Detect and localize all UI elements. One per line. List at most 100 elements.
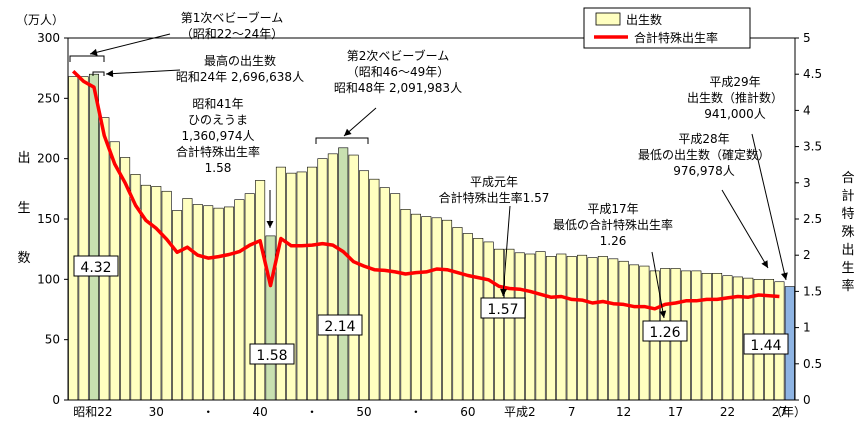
birth-bar [296, 171, 307, 401]
x-unit-label: （年） [770, 405, 806, 419]
left-axis-title-char: 出 [17, 151, 30, 166]
value-box-label: 2.14 [324, 319, 355, 335]
birth-bar [161, 190, 172, 401]
birth-bar [556, 253, 567, 401]
right-axis-title-char: 特 [841, 207, 854, 222]
x-tick-label: 22 [720, 405, 735, 419]
right-tick-label: 3 [803, 176, 811, 190]
birth-bar [618, 260, 629, 401]
annotation-arrow-line [751, 133, 787, 281]
annotation-text: 第1次ベビーブーム [181, 10, 284, 25]
x-tick-label: 50 [356, 405, 371, 419]
x-tick-label: 平成2 [504, 405, 536, 419]
annotation-text: 平成17年 [587, 202, 638, 216]
left-axis-title-char: 生 [17, 201, 30, 216]
birth-bar [68, 76, 79, 401]
value-box [73, 255, 119, 277]
right-axis-title-char: 計 [841, 188, 854, 204]
birth-bar [265, 235, 276, 401]
birth-bar [338, 147, 349, 401]
annotation-text: 第2次ベビーブーム [347, 48, 450, 63]
birth-bar [566, 256, 577, 401]
birth-bar [255, 180, 266, 401]
right-tick-label: 4.5 [803, 67, 822, 81]
birth-bar [151, 186, 162, 401]
birth-bar [192, 204, 203, 401]
birth-bar [223, 206, 234, 401]
birth-bar [722, 275, 733, 401]
right-tick-label: 1 [803, 321, 811, 335]
bars-layer [68, 73, 795, 401]
annotation-text: 1,360,974人 [181, 129, 254, 143]
annotation-text: 最低の合計特殊出生率 [553, 217, 673, 232]
birth-bar [327, 153, 338, 401]
annotation-arrowhead [761, 260, 768, 268]
left-tick-label: 150 [37, 212, 60, 226]
birth-bar [390, 193, 401, 401]
x-tick-label: 40 [252, 405, 267, 419]
birth-bar [317, 158, 328, 401]
birth-bar [203, 205, 214, 401]
right-tick-label: 3.5 [803, 140, 822, 154]
right-tick-label: 5 [803, 31, 811, 45]
x-tick-label: 17 [668, 405, 683, 419]
left-tick-label: 200 [37, 152, 60, 166]
birth-bar [597, 256, 608, 401]
x-tick-label: ・ [202, 405, 214, 419]
annotation-text: 合計特殊出生率1.57 [439, 190, 550, 205]
annotation-arrow-line [502, 205, 511, 297]
annotation-arrow-line [721, 189, 769, 269]
birth-bar [172, 210, 183, 401]
bracket-max [92, 71, 105, 76]
left-tick-label: 100 [37, 272, 60, 286]
birth-bar [608, 258, 619, 401]
birth-bar [431, 217, 442, 401]
birth-bar [577, 254, 588, 401]
birth-bar [535, 251, 546, 401]
annotation-arrow-line [105, 69, 181, 75]
x-tick-label: 12 [616, 405, 631, 419]
annotation-arrowhead [90, 48, 98, 56]
annotation-text: 平成29年 [709, 75, 760, 89]
birth-bar [400, 209, 411, 401]
birth-bar [483, 241, 494, 401]
legend-bar-swatch [595, 12, 621, 26]
annotation-arrowhead [500, 288, 508, 296]
annotation-text: 昭和48年 2,091,983人 [334, 81, 462, 95]
value-box-label: 1.44 [750, 338, 781, 354]
birth-bar [88, 73, 99, 401]
birth-bar [182, 198, 193, 401]
birth-bar [504, 248, 515, 401]
value-box [743, 333, 789, 355]
value-box-label: 4.32 [80, 260, 111, 276]
value-box-label: 1.26 [649, 325, 680, 341]
x-tick-label: 7 [568, 405, 576, 419]
x-tick-label: ・ [410, 405, 422, 419]
right-tick-label: 2.5 [803, 212, 822, 226]
birth-bar [244, 193, 255, 401]
annotation-text: （昭和46～49年） [347, 65, 450, 79]
legend-births-label: 出生数 [626, 12, 662, 27]
birth-bar [494, 248, 505, 401]
birth-bar [78, 76, 89, 401]
axis-ticks: 0 50 100 150 200 250 300 0 0.5 1 1.5 2 2.5 3 3.5 4 4.5 5 昭… [16, 13, 855, 419]
x-tick-label: 30 [149, 405, 164, 419]
annotation-text: 最高の出生数 [204, 53, 276, 68]
right-axis-title-char: 出 [841, 243, 854, 258]
annotation-text: 出生数（推計数） [687, 90, 783, 105]
birth-bar [421, 216, 432, 401]
left-axis-title-char: 数 [17, 251, 30, 266]
annotation-arrow-line [89, 33, 171, 55]
birth-bar [473, 238, 484, 401]
right-tick-label: 0 [803, 393, 811, 407]
annotation-text: ひのえうま [188, 113, 248, 127]
birth-bar [587, 257, 598, 401]
birth-bar [275, 166, 286, 401]
annotation-text: 昭和41年 [192, 97, 243, 111]
legend-tfr-label: 合計特殊出生率 [634, 30, 718, 45]
annotation-arrowhead [344, 128, 352, 136]
right-tick-label: 2 [803, 248, 811, 262]
birth-bar [691, 270, 702, 401]
annotation-arrowhead [659, 310, 667, 318]
birth-bar [629, 264, 640, 401]
